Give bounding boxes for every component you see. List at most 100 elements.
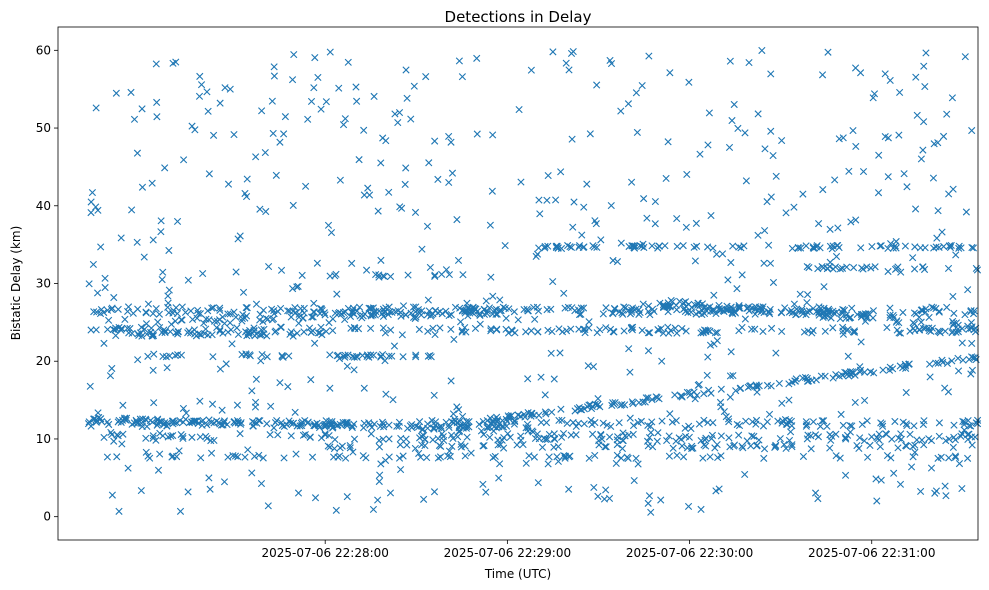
detection-point (150, 399, 158, 407)
detection-point (661, 303, 669, 311)
detection-point (803, 298, 811, 307)
detection-point (952, 251, 960, 259)
detection-point (263, 353, 271, 361)
detection-point (143, 330, 151, 338)
detection-point (941, 384, 949, 392)
x-tick-label: 2025-07-06 22:28:00 (261, 546, 388, 560)
detection-point (445, 178, 453, 186)
detection-point (803, 263, 811, 271)
detection-point (437, 422, 445, 430)
detection-point (313, 259, 321, 267)
detection-point (683, 388, 691, 396)
detection-point (343, 493, 351, 501)
detection-point (525, 452, 533, 460)
detection-point (780, 440, 788, 449)
detection-point (737, 244, 745, 252)
detection-point (215, 316, 224, 324)
detection-point (268, 305, 276, 313)
detection-point (668, 418, 677, 426)
detection-point (195, 92, 204, 100)
detection-point (342, 421, 350, 429)
detection-point (968, 126, 976, 135)
detection-point (257, 331, 266, 339)
detection-point (902, 388, 910, 397)
detection-point (534, 328, 542, 336)
detection-point (967, 370, 975, 378)
detection-point (342, 454, 350, 462)
detection-point (585, 454, 593, 462)
detection-point (353, 97, 361, 105)
detection-point (883, 451, 892, 460)
detection-point (679, 453, 688, 461)
detection-point (950, 319, 958, 327)
detection-point (579, 243, 587, 252)
detection-point (728, 116, 736, 125)
detection-point (204, 331, 212, 339)
detection-point (542, 410, 550, 418)
detection-point (308, 313, 316, 321)
detection-point (718, 250, 727, 258)
detection-point (341, 353, 349, 361)
detection-point (717, 403, 725, 411)
detection-point (738, 442, 746, 450)
detection-point (100, 339, 108, 347)
detection-point (943, 110, 951, 118)
detection-point (94, 206, 102, 214)
y-tick-label: 50 (36, 121, 51, 135)
detection-point (465, 423, 473, 431)
detection-point (926, 373, 934, 381)
detection-point (169, 431, 177, 440)
detection-point (199, 269, 207, 278)
detection-point (586, 130, 594, 138)
detection-point (144, 452, 152, 460)
detection-point (228, 340, 236, 348)
detection-point (464, 312, 472, 320)
detection-point (263, 420, 271, 428)
detection-point (928, 303, 936, 311)
detection-point (204, 107, 212, 115)
detection-point (585, 318, 593, 326)
detection-point (747, 442, 755, 450)
detection-point (574, 306, 583, 314)
detection-point (149, 366, 157, 374)
detection-point (820, 283, 828, 291)
detection-point (350, 435, 359, 443)
detection-point (968, 339, 976, 348)
detection-point (396, 441, 404, 449)
detection-point (403, 441, 411, 449)
detection-point (760, 308, 768, 317)
detection-point (375, 443, 384, 451)
detection-point (859, 167, 868, 176)
detection-point (395, 418, 404, 426)
detection-point (121, 414, 129, 422)
detection-point (485, 304, 494, 312)
detection-point (591, 419, 599, 427)
detection-point (692, 219, 700, 227)
detection-point (161, 164, 169, 172)
detection-point (280, 130, 288, 138)
detection-point (681, 298, 690, 306)
detection-point (761, 226, 769, 235)
detection-point (712, 487, 720, 495)
detection-point (449, 410, 458, 418)
detection-point (191, 126, 199, 134)
detection-point (679, 242, 687, 250)
detection-point (331, 309, 339, 317)
detection-point (646, 422, 655, 430)
detection-point (272, 171, 280, 179)
detection-point (391, 110, 399, 118)
detection-point (399, 302, 408, 310)
detection-point (371, 311, 379, 319)
detection-point (704, 353, 712, 361)
detection-point (644, 394, 652, 402)
detection-point (690, 243, 698, 251)
detection-point (196, 310, 204, 318)
detection-point (949, 317, 957, 325)
detection-point (897, 268, 905, 276)
detection-point (752, 381, 760, 389)
detection-point (388, 308, 396, 316)
detection-point (536, 210, 544, 218)
detection-point (112, 89, 120, 97)
detection-point (297, 304, 305, 313)
detection-point (707, 211, 715, 220)
